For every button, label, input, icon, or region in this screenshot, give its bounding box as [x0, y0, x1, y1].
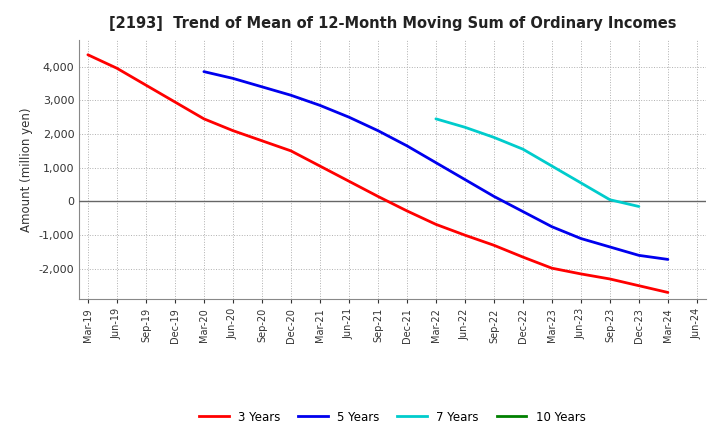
Legend: 3 Years, 5 Years, 7 Years, 10 Years: 3 Years, 5 Years, 7 Years, 10 Years	[194, 406, 590, 428]
Title: [2193]  Trend of Mean of 12-Month Moving Sum of Ordinary Incomes: [2193] Trend of Mean of 12-Month Moving …	[109, 16, 676, 32]
Y-axis label: Amount (million yen): Amount (million yen)	[20, 107, 33, 231]
